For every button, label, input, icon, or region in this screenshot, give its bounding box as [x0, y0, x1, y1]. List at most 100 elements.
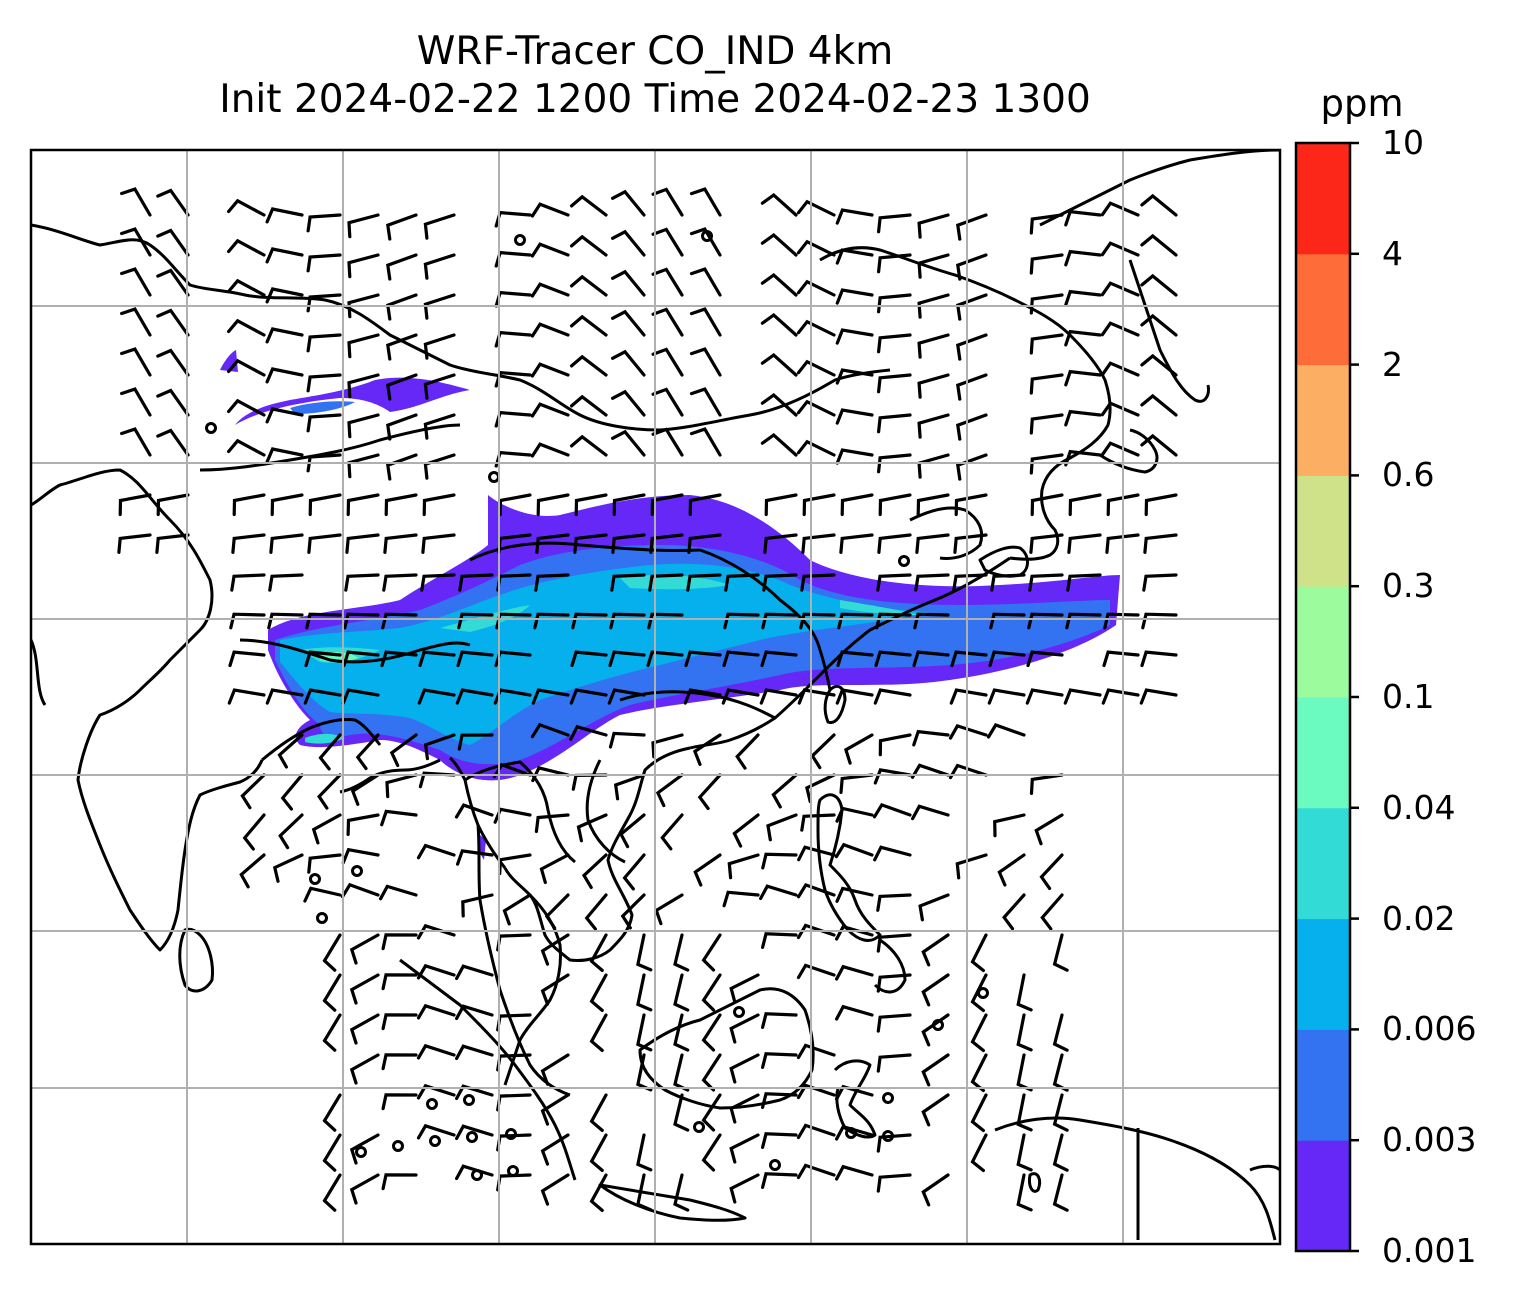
wind-barb	[347, 413, 380, 439]
wind-barb	[759, 884, 798, 901]
wind-barb	[228, 650, 266, 668]
wind-barb	[917, 333, 950, 359]
wind-barb	[492, 762, 532, 779]
wind-barb	[692, 733, 722, 766]
wind-barb	[987, 688, 1026, 705]
wind-barb	[118, 493, 152, 517]
wind-barb	[796, 359, 836, 377]
wind-barb	[268, 573, 304, 592]
wind-barb	[796, 1123, 836, 1140]
wind-barb	[1064, 289, 1102, 307]
wind-barb	[1052, 933, 1069, 972]
wind-barb	[422, 493, 456, 517]
wind-barb	[1040, 893, 1064, 931]
wind-barb	[1030, 493, 1064, 517]
wind-barb	[655, 773, 684, 808]
wind-barb	[796, 1163, 836, 1180]
wind-barb	[530, 402, 570, 418]
wind-barb	[651, 387, 684, 417]
wind-barb	[1052, 1013, 1069, 1052]
wind-barb	[834, 842, 874, 859]
wind-barb	[917, 253, 950, 279]
wind-barb	[993, 813, 1026, 838]
wind-barb	[876, 933, 912, 953]
wind-barb	[835, 328, 874, 345]
wind-barb	[760, 432, 798, 457]
wind-barb	[729, 1013, 760, 1044]
map-frame	[29, 148, 1282, 1246]
wind-barb	[1100, 241, 1140, 257]
wind-barb	[796, 199, 836, 217]
wind-barb	[636, 933, 653, 972]
wind-barb	[346, 813, 380, 836]
wind-barb	[570, 194, 608, 217]
wind-barb	[1039, 853, 1064, 890]
wind-barb	[684, 650, 722, 668]
wind-barb	[1025, 688, 1064, 705]
wind-barb	[156, 188, 190, 217]
wind-barb	[877, 533, 912, 554]
wind-barb	[343, 612, 380, 630]
wind-barb	[494, 210, 532, 228]
wind-barb	[306, 413, 342, 433]
wind-barb	[760, 192, 798, 217]
wind-barb	[1100, 201, 1140, 217]
wind-barb	[1063, 688, 1102, 705]
wind-barb	[307, 533, 342, 554]
wind-barb	[455, 1164, 494, 1181]
wind-barb	[269, 533, 304, 554]
wind-barb	[673, 1013, 690, 1052]
wind-barb	[913, 612, 950, 630]
wind-barb	[1144, 493, 1178, 517]
wind-barb	[322, 1013, 342, 1052]
wind-barb	[530, 242, 570, 258]
wind-barb	[303, 688, 342, 705]
wind-barb	[796, 1083, 836, 1100]
wind-barb	[921, 933, 950, 967]
wind-barb	[381, 1173, 418, 1191]
wind-barb	[570, 650, 608, 668]
wind-barb	[835, 1084, 874, 1101]
wind-barb	[1142, 573, 1178, 592]
wind-barb	[418, 650, 456, 668]
wind-barb	[493, 807, 532, 824]
wind-barb	[461, 893, 494, 918]
wind-barb	[1016, 1013, 1033, 1052]
wind-barb	[954, 493, 988, 517]
wind-barb	[1034, 813, 1064, 846]
wind-barb	[347, 453, 380, 479]
wind-barb	[689, 427, 722, 457]
wind-barb	[840, 493, 874, 517]
wind-barb	[651, 227, 684, 257]
wind-barb	[796, 239, 836, 257]
wind-barb	[386, 213, 418, 241]
wind-barb	[307, 853, 342, 874]
wind-barb	[416, 1043, 456, 1060]
wind-barb	[956, 373, 988, 401]
wind-barb	[689, 307, 722, 337]
wind-barb	[531, 688, 570, 705]
wind-barb	[385, 773, 418, 799]
wind-barb	[800, 813, 836, 832]
wind-barb	[701, 1133, 722, 1172]
wind-barb	[796, 1043, 836, 1060]
wind-barb	[589, 1093, 608, 1132]
wind-barb	[956, 213, 988, 241]
colorbar-tick-label: 0.02	[1382, 898, 1456, 938]
wind-barb	[688, 493, 722, 517]
wind-barb	[988, 650, 1026, 668]
wind-barb	[610, 573, 646, 592]
wind-barb	[383, 533, 418, 554]
wind-barb	[494, 330, 532, 348]
wind-barb	[1064, 329, 1102, 347]
wind-barb	[265, 447, 304, 464]
wind-barb	[956, 293, 988, 321]
wind-barb	[873, 688, 912, 705]
wind-barb	[386, 333, 418, 361]
wind-barb	[1103, 612, 1140, 630]
wind-barb	[347, 373, 380, 399]
wind-barb	[381, 1053, 418, 1071]
wind-barb	[1140, 393, 1178, 417]
wind-barb	[1029, 293, 1064, 315]
wind-barb	[729, 1173, 760, 1204]
